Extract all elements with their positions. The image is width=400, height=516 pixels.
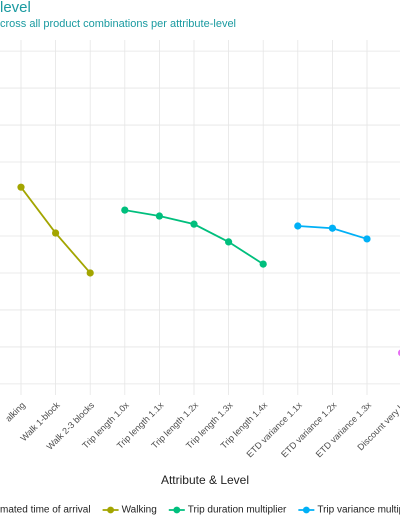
point [294,222,302,230]
legend-marker [107,506,114,514]
point [328,224,336,232]
point [363,235,371,243]
legend-label: Walking [122,505,157,516]
legend-label: mated time of arrival [0,505,91,516]
legend-label: Trip duration multiplier [188,505,287,516]
x-tick-label: alking [3,400,27,424]
x-axis-label: Attribute & Level [161,473,249,487]
point [190,220,198,228]
point [17,183,25,191]
chart-subtitle: cross all product combinations per attri… [0,18,236,30]
point [155,212,163,220]
point [259,260,267,268]
point [225,238,233,246]
legend-label: Trip variance multiplier [317,505,400,516]
chart-title: level [0,0,31,16]
point [121,206,129,214]
legend-marker [302,506,310,514]
legend-marker [173,506,181,514]
point [52,229,60,237]
point [86,269,94,277]
